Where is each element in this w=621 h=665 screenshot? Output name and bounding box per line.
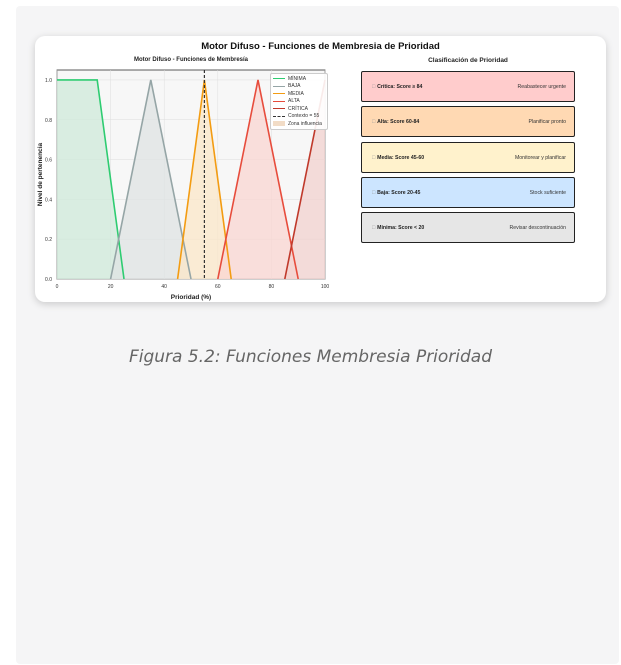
series-line: [217, 79, 299, 280]
series-fill: [57, 79, 124, 279]
class-row-label: Media: Score 45-60: [377, 154, 425, 161]
figure-caption: Figura 5.2: Funciones Membresia Priorida…: [128, 347, 493, 367]
x-tick-label: 60: [215, 284, 221, 290]
legend-item-alta: ALTA: [273, 98, 325, 106]
chart-legend: MÍNIMA BAJA MEDIA ALTA CRÍTICA Contexto …: [270, 73, 328, 130]
y-tick-label: 0.0: [45, 277, 52, 283]
class-row-label: Baja: Score 20-45: [377, 189, 421, 196]
legend-item-media: MEDIA: [273, 90, 325, 98]
emoji-placeholder-icon: □: [372, 189, 376, 196]
series-line: [57, 79, 125, 280]
y-axis-label: Nivel de pertenencia: [37, 143, 44, 207]
y-tick-label: 1.0: [45, 78, 52, 84]
class-row-label: Mínima: Score < 20: [377, 224, 425, 231]
legend-item-influence: Zona influencia: [273, 120, 325, 128]
emoji-placeholder-icon: □: [372, 118, 376, 125]
class-row-label: Alta: Score 60-84: [377, 118, 420, 125]
classification-title: Clasificación de Prioridad: [428, 57, 508, 64]
emoji-placeholder-icon: □: [372, 83, 376, 90]
legend-item-minima: MÍNIMA: [273, 75, 325, 83]
series-fill: [217, 79, 299, 279]
series-fill: [110, 79, 191, 279]
class-row-action: Planificar pronto: [528, 118, 567, 125]
x-tick-label: 100: [321, 284, 330, 290]
emoji-placeholder-icon: □: [372, 224, 376, 231]
x-tick-label: 20: [108, 284, 114, 290]
x-tick-label: 40: [161, 284, 167, 290]
y-tick-label: 0.4: [45, 197, 52, 203]
class-row-media: □ Media: Score 45-60 Monitorear y planifi…: [361, 142, 575, 173]
legend-item-critica: CRÍTICA: [273, 105, 325, 113]
class-row-label: Crítica: Score ≥ 84: [377, 83, 423, 90]
class-row-action: Revisar descontinuación: [509, 224, 566, 231]
series-fill: [177, 79, 232, 279]
class-row-action: Stock suficiente: [529, 189, 566, 196]
class-row-baja: □ Baja: Score 20-45 Stock suficiente: [361, 177, 575, 208]
x-tick-label: 0: [56, 284, 59, 290]
y-tick-label: 0.8: [45, 118, 52, 124]
class-row-action: Monitorear y planificar: [514, 154, 566, 161]
series-line: [109, 79, 192, 280]
legend-item-threshold: Contexto = 55: [273, 113, 325, 121]
y-tick-label: 0.2: [45, 237, 52, 243]
class-row-minima: □ Mínima: Score < 20 Revisar descontinuac…: [361, 212, 575, 243]
figure-card: Motor Difuso - Funciones de Membresia de…: [35, 36, 606, 302]
series-line: [176, 79, 232, 280]
x-axis-label: Prioridad (%): [171, 294, 211, 301]
x-tick-label: 80: [269, 284, 275, 290]
class-row-action: Reabastecer urgente: [517, 83, 566, 90]
y-tick-label: 0.6: [45, 158, 52, 164]
chart-title: Motor Difuso - Funciones de Membresía: [133, 57, 248, 63]
figure-title: Motor Difuso - Funciones de Membresia de…: [201, 41, 440, 52]
emoji-placeholder-icon: □: [372, 154, 376, 161]
legend-item-baja: BAJA: [273, 83, 325, 91]
class-row-critica: □ Crítica: Score ≥ 84 Reabastecer urgente: [361, 71, 575, 102]
class-row-alta: □ Alta: Score 60-84 Planificar pronto: [361, 106, 575, 137]
